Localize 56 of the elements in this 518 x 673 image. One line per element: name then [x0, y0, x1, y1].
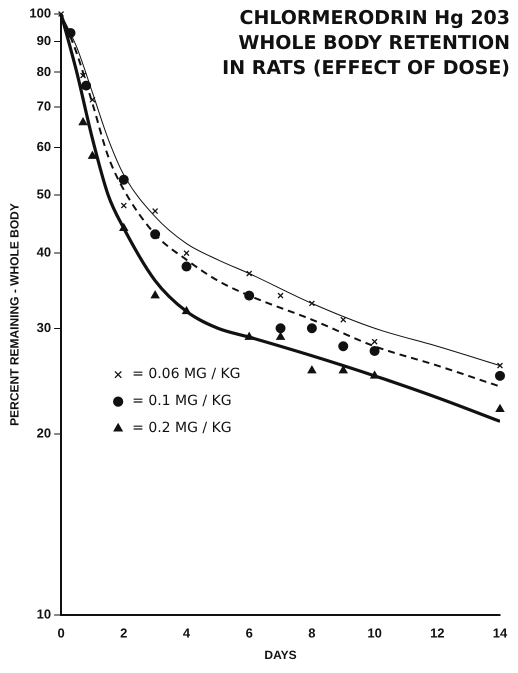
point: [496, 362, 504, 369]
point: [150, 290, 160, 298]
point: [89, 96, 96, 103]
legend-label: = 0.06 MG / KG: [132, 366, 241, 382]
point: [338, 341, 348, 352]
y-tick-label: 30: [36, 320, 52, 335]
y-tick-label: 80: [36, 64, 52, 79]
point: [496, 404, 504, 412]
point: [277, 292, 284, 299]
point: [88, 151, 97, 159]
x-tick-label: 4: [182, 625, 191, 640]
x-tick-label: 2: [120, 625, 128, 640]
point: [340, 316, 346, 323]
point: [152, 208, 158, 214]
point: [370, 346, 380, 356]
point: [181, 262, 192, 272]
legend-label: = 0.2 MG / KG: [132, 420, 232, 436]
y-tick-label: 40: [36, 244, 52, 260]
x-tick-label: 14: [492, 625, 508, 640]
point: [120, 202, 127, 209]
point: [276, 323, 286, 334]
point: [118, 174, 129, 185]
point: [80, 72, 86, 79]
y-tick-label: 70: [36, 98, 52, 114]
point: [370, 370, 379, 379]
y-tick-label: 100: [29, 6, 52, 21]
point: [276, 332, 285, 340]
point: [308, 300, 316, 306]
y-axis-title: PERCENT REMAINING - WHOLE BODY: [8, 203, 22, 426]
point: [244, 332, 254, 340]
point: [119, 223, 128, 232]
point: [81, 80, 92, 91]
x-tick-label: 6: [246, 625, 253, 640]
legend-label: = 0.1 MG / KG: [132, 393, 232, 410]
point: [244, 290, 254, 301]
point: [338, 366, 348, 374]
point: [306, 323, 317, 334]
point: [371, 338, 378, 345]
y-tick-label: 90: [36, 33, 52, 48]
point: [182, 306, 191, 314]
y-tick-label: 20: [36, 426, 52, 441]
x-axis-title: DAYS: [264, 648, 297, 662]
point: [150, 229, 160, 240]
x-tick-label: 0: [57, 625, 65, 640]
x-tick-label: 12: [430, 625, 445, 640]
point: [308, 366, 316, 374]
x-tick-label: 8: [308, 625, 316, 640]
point: [183, 250, 190, 256]
y-tick-label: 50: [36, 186, 52, 202]
y-tick-label: 60: [36, 138, 52, 154]
x-tick-label: 10: [367, 625, 382, 640]
point: [246, 270, 252, 277]
text: CHLORMERODRIN Hg 203 WHOLE BODY RETENTION IN RATS (EFFECT OF DOSE): [221, 6, 510, 81]
point: [495, 370, 505, 381]
y-tick-label: 10: [36, 606, 52, 622]
point: [78, 117, 88, 126]
